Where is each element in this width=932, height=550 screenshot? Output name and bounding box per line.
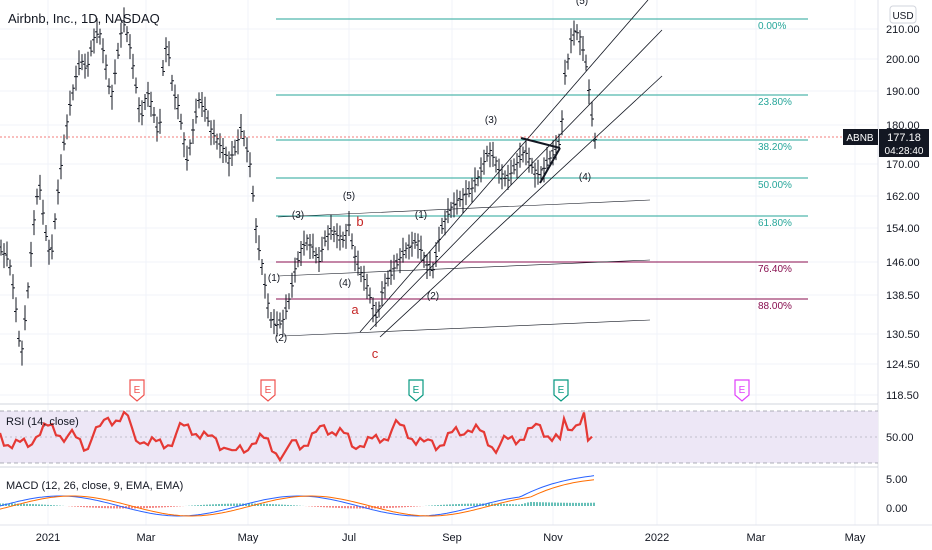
time-axis-tick: May <box>238 532 259 544</box>
fib-level-label: 38.20% <box>758 142 792 153</box>
price-axis-tick: 190.00 <box>886 86 920 98</box>
rsi-title[interactable]: RSI (14, close) <box>6 416 79 428</box>
rsi-line <box>0 410 593 463</box>
wave-label[interactable]: a <box>351 302 359 317</box>
time-axis-tick: Sep <box>442 532 462 544</box>
wave-label[interactable]: (2) <box>427 291 439 302</box>
price-axis-tick: 200.00 <box>886 54 920 66</box>
fib-retracement[interactable]: 0.00% 23.80% 38.20% 50.00% 61.80% 76.40% 88.00… <box>276 18 808 312</box>
macd-histogram <box>0 501 595 509</box>
wave-label[interactable]: (5) <box>343 191 355 202</box>
price-axis-tick: 146.00 <box>886 257 920 269</box>
upper-trendline[interactable] <box>277 199 651 218</box>
symbol-title[interactable]: Airbnb, Inc., 1D, NASDAQ <box>8 11 160 26</box>
wave-label[interactable]: b <box>356 214 363 229</box>
price-axis-tick: 130.50 <box>886 329 920 341</box>
price-axis-tick: 138.50 <box>886 290 920 302</box>
grid-lines <box>0 0 878 525</box>
price-axis-tick: 154.00 <box>886 223 920 235</box>
triangle-lower-line[interactable] <box>539 147 561 184</box>
time-axis-tick: Jul <box>342 532 356 544</box>
macd-signal-line <box>0 479 595 517</box>
earnings-marker-letter: E <box>558 385 565 396</box>
price-axis-tick: 162.00 <box>886 191 920 203</box>
macd-axis-tick-0: 0.00 <box>886 503 907 515</box>
time-axis-tick: 2021 <box>36 532 60 544</box>
ticker-tag-text: ABNB <box>846 133 874 144</box>
time-axis[interactable]: 2021 Mar May Jul Sep Nov 2022 Mar May <box>36 532 866 544</box>
macd-axis-tick-5: 5.00 <box>886 474 907 486</box>
earnings-marker[interactable] <box>129 379 145 402</box>
wave-label[interactable]: (4) <box>579 172 591 183</box>
time-axis-tick: Nov <box>543 532 563 544</box>
price-axis[interactable]: 210.00200.00190.00180.00170.00162.00154.… <box>886 24 920 402</box>
price-axis-tick: 210.00 <box>886 24 920 36</box>
channel-lower-line[interactable] <box>379 75 663 338</box>
base-trendline[interactable] <box>282 319 651 337</box>
bar-countdown: 04:28:40 <box>885 146 924 157</box>
time-axis-tick: Mar <box>747 532 766 544</box>
channel-middle-line[interactable] <box>369 29 663 331</box>
earnings-marker[interactable] <box>553 379 569 402</box>
earnings-marker[interactable] <box>408 379 424 402</box>
fib-level-label: 50.00% <box>758 180 792 191</box>
macd-title[interactable]: MACD (12, 26, close, 9, EMA, EMA) <box>6 480 183 492</box>
time-axis-tick: Mar <box>137 532 156 544</box>
wave-label[interactable]: (5) <box>576 0 588 7</box>
fib-level-label: 0.00% <box>758 21 786 32</box>
fib-level-label: 61.80% <box>758 218 792 229</box>
currency-button[interactable] <box>889 5 917 24</box>
ticker-tag <box>843 129 878 145</box>
channel-upper-line[interactable] <box>359 0 649 333</box>
earnings-marker[interactable] <box>734 379 750 402</box>
trend-channel-drawings[interactable] <box>0 0 878 338</box>
earnings-marker[interactable] <box>260 379 276 402</box>
macd-line <box>0 475 595 517</box>
price-axis-tick: 118.50 <box>886 390 919 402</box>
rsi-axis-tick: 50.00 <box>886 432 914 444</box>
elliott-wave-labels[interactable]: (3) (5) (1) (4) (2) b a c (1) (2) (3) (4) (5) <box>268 0 591 361</box>
mid-trendline[interactable] <box>277 259 651 277</box>
last-price-value: 177.18 <box>887 132 921 144</box>
last-price-tag <box>879 129 929 157</box>
triangle-upper-line[interactable] <box>520 137 561 149</box>
price-candles <box>0 7 597 366</box>
wave-label[interactable]: (3) <box>292 210 304 221</box>
fib-level-label: 88.00% <box>758 301 792 312</box>
wave-label[interactable]: (1) <box>268 273 280 284</box>
wave-label[interactable]: (2) <box>275 333 287 344</box>
price-axis-tick: 124.50 <box>886 359 920 371</box>
time-axis-tick: May <box>845 532 866 544</box>
currency-label: USD <box>892 11 913 22</box>
wave-label[interactable]: c <box>372 346 379 361</box>
fib-level-label: 76.40% <box>758 264 792 275</box>
price-axis-tick: 170.00 <box>886 159 920 171</box>
earnings-marker-letter: E <box>413 385 420 396</box>
time-axis-tick: 2022 <box>645 532 669 544</box>
earnings-marker-letter: E <box>739 385 746 396</box>
wave-label[interactable]: (4) <box>339 278 351 289</box>
wave-label[interactable]: (1) <box>415 210 427 221</box>
earnings-marker-letter: E <box>265 385 272 396</box>
fib-level-label: 23.80% <box>758 97 792 108</box>
earnings-marker-letter: E <box>134 385 141 396</box>
wave-label[interactable]: (3) <box>485 115 497 126</box>
